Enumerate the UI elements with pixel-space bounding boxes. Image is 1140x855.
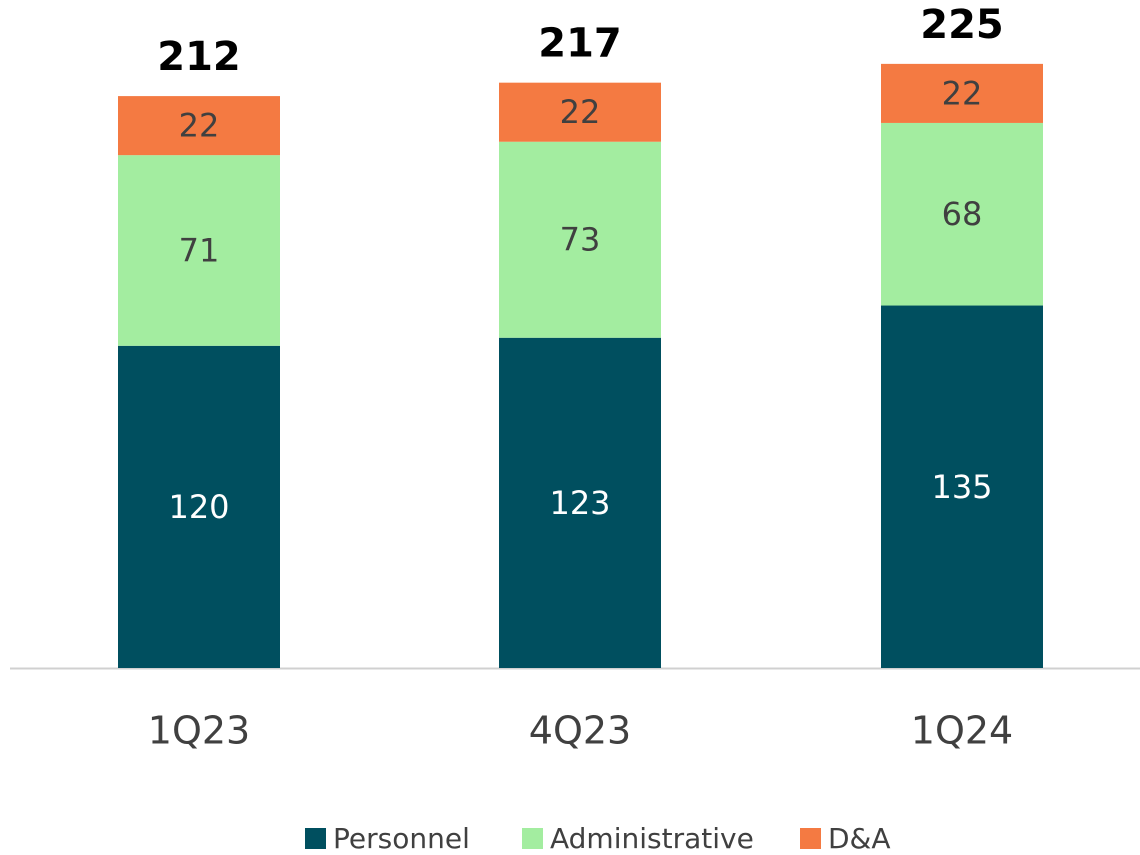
value-label: 68: [942, 195, 983, 233]
x-tick-label: 1Q24: [911, 709, 1013, 753]
legend-label: Personnel: [333, 822, 470, 855]
legend-swatch: [800, 828, 821, 849]
bar-segment: [881, 305, 1043, 668]
value-label: 120: [168, 488, 229, 526]
x-tick-label: 4Q23: [529, 709, 631, 753]
value-label: 71: [179, 231, 220, 269]
bar-segment: [881, 122, 1043, 306]
bar-segment: [118, 96, 280, 156]
total-label: 212: [157, 34, 241, 80]
value-label: 123: [549, 484, 610, 522]
value-label: 135: [931, 468, 992, 506]
legend-swatch: [522, 828, 543, 849]
value-label: 73: [560, 221, 601, 259]
legend-swatch: [305, 828, 326, 849]
total-label: 217: [538, 21, 622, 67]
value-label: 22: [560, 93, 601, 131]
value-label: 22: [942, 74, 983, 112]
bar-segment: [118, 155, 280, 346]
total-label: 225: [920, 2, 1004, 48]
value-label: 22: [179, 107, 220, 145]
legend-label: Administrative: [550, 822, 754, 855]
bar-segment: [499, 141, 661, 338]
bar-segment: [118, 345, 280, 668]
bar-segment: [499, 82, 661, 142]
bar-segment: [881, 63, 1043, 123]
legend-label: D&A: [828, 822, 891, 855]
x-tick-label: 1Q23: [148, 709, 250, 753]
bar-segment: [499, 337, 661, 668]
